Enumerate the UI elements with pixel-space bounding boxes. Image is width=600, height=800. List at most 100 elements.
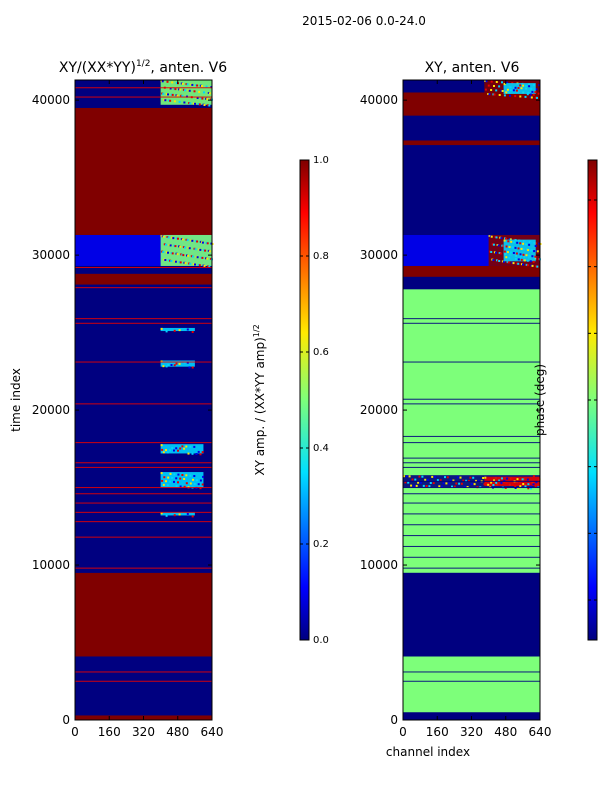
right-speckle <box>492 259 495 261</box>
right-thin-line-11 <box>403 480 540 482</box>
left-speckle <box>173 473 176 476</box>
right-speckle <box>407 481 410 484</box>
right-speckle <box>501 477 503 480</box>
right-speckle <box>506 81 509 84</box>
left-speckle <box>173 329 176 332</box>
left-speckle <box>160 512 163 515</box>
left-speckle <box>188 89 191 92</box>
right-thin-line-15 <box>403 442 540 444</box>
left-speckle <box>178 362 181 365</box>
right-band-8 <box>403 140 540 146</box>
right-speckle <box>429 482 432 484</box>
left-speckle <box>193 445 196 448</box>
right-speckle <box>509 94 511 97</box>
right-speckle <box>517 258 520 261</box>
right-speckle <box>472 476 475 479</box>
left-speckle <box>165 251 168 254</box>
right-speckle <box>521 478 524 481</box>
right-speckle <box>536 250 539 253</box>
left-speckle <box>171 476 174 479</box>
left-speckle <box>161 80 164 83</box>
left-speckle <box>166 484 169 487</box>
right-speckle <box>500 89 503 92</box>
right-speckle <box>484 80 487 82</box>
left-speckle <box>164 259 167 261</box>
right-speckle <box>482 477 485 479</box>
left-speckle <box>162 483 165 486</box>
right-band-5 <box>403 265 540 277</box>
left-speckle <box>195 453 198 455</box>
right-speckle <box>501 90 504 92</box>
right-ytick-label: 0 <box>390 713 398 727</box>
right-speckle <box>525 84 528 87</box>
right-speckle <box>485 80 488 83</box>
right-speckle <box>514 485 517 487</box>
left-speckle <box>210 242 213 245</box>
right-speckle <box>495 481 498 484</box>
left-speckle <box>193 475 196 477</box>
left-chart-title: XY/(XX*YY)1/2, anten. V6 <box>59 59 227 76</box>
left-speckle <box>180 94 183 97</box>
left-speckle <box>171 252 174 255</box>
right-speckle <box>509 251 512 254</box>
left-speckle <box>178 245 181 248</box>
right-speckle <box>508 256 511 259</box>
right-speckle <box>490 89 493 91</box>
right-speckle <box>528 85 531 88</box>
right-ytick-label: 30000 <box>360 248 398 262</box>
left-speckle <box>200 256 203 259</box>
right-thin-line-1 <box>403 671 540 673</box>
left-speckle <box>177 449 179 452</box>
left-thin-line-14 <box>75 322 212 324</box>
left-colorbar: 0.0 0.2 0.4 0.6 0.8 1.0 <box>299 155 329 646</box>
left-speckle <box>203 249 205 252</box>
right-speckle <box>462 479 465 482</box>
left-speckle <box>162 235 165 238</box>
left-speckle <box>197 450 200 453</box>
right-band-2 <box>403 572 540 657</box>
right-speckle <box>484 481 487 484</box>
right-speckle <box>514 86 517 89</box>
left-speckle <box>166 451 169 454</box>
left-speckle <box>191 515 194 518</box>
right-speckle <box>488 93 491 96</box>
right-speckle <box>534 485 537 488</box>
left-speckle <box>206 257 209 260</box>
right-speckle <box>495 81 498 83</box>
right-speckle <box>519 95 522 98</box>
left-speckle <box>178 100 181 103</box>
right-speckle <box>520 258 523 261</box>
left-speckle <box>186 328 189 331</box>
right-speckle <box>529 485 532 488</box>
left-ytick-label: 30000 <box>32 248 70 262</box>
left-speckle <box>163 476 166 479</box>
left-speckle <box>193 482 196 485</box>
left-speckle <box>169 87 172 90</box>
left-speckle <box>205 97 208 100</box>
right-speckle <box>526 259 529 262</box>
right-speckle <box>528 243 531 246</box>
right-speckle <box>469 476 472 479</box>
left-cbar-tick-label: 0.2 <box>313 539 329 550</box>
left-speckle <box>169 259 172 262</box>
right-speckle <box>448 482 451 485</box>
right-speckle <box>529 96 532 99</box>
left-speckle <box>189 102 192 105</box>
right-ytick-label: 20000 <box>360 403 398 417</box>
right-xtick-label: 0 <box>399 725 407 739</box>
right-speckle <box>451 485 453 488</box>
right-speckle <box>503 239 506 242</box>
right-speckle <box>505 245 508 248</box>
left-band-6 <box>75 290 212 457</box>
right-speckle <box>526 93 529 96</box>
right-speckle <box>502 245 505 248</box>
left-speckle <box>169 472 172 475</box>
right-speckle <box>496 259 498 262</box>
right-speckle <box>535 88 538 91</box>
left-speckle <box>173 244 176 247</box>
right-speckle <box>511 246 514 249</box>
left-speckle <box>176 94 179 97</box>
right-speckle <box>446 476 449 479</box>
right-band-7 <box>403 145 540 235</box>
